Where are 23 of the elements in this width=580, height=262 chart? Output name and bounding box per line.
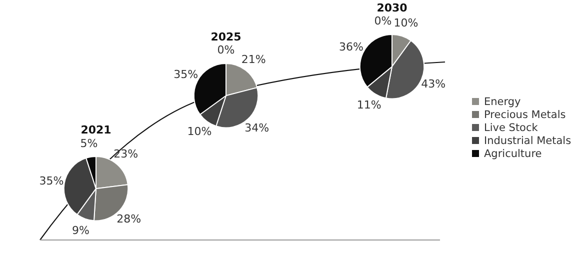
data-label: 10% [394, 16, 418, 30]
text: 0% [374, 14, 392, 28]
legend-label: Live Stock [483, 122, 539, 135]
data-label: 5% [80, 136, 98, 150]
text: 0% [217, 43, 235, 56]
text: 2021 [80, 123, 112, 136]
chart-title: 2025 [210, 30, 242, 44]
data-label: 21% [241, 52, 266, 66]
data-label: 9% [72, 224, 90, 237]
data-label: 35% [39, 174, 64, 188]
data-label: 34% [244, 121, 270, 134]
legend-label: Energy [483, 96, 522, 109]
legend-label: Precious Metals [483, 109, 567, 122]
chart-title: 2030 [376, 1, 408, 14]
data-label: 35% [174, 68, 198, 81]
legend-label: Agriculture [483, 148, 543, 161]
data-label: 43% [421, 77, 446, 90]
data-label: 23% [114, 148, 138, 161]
legend-label: Industrial Metals [483, 135, 572, 148]
data-label: 28% [116, 212, 142, 226]
data-label: 10% [187, 124, 212, 138]
data-label: 36% [338, 40, 364, 54]
data-label: 11% [356, 98, 382, 112]
